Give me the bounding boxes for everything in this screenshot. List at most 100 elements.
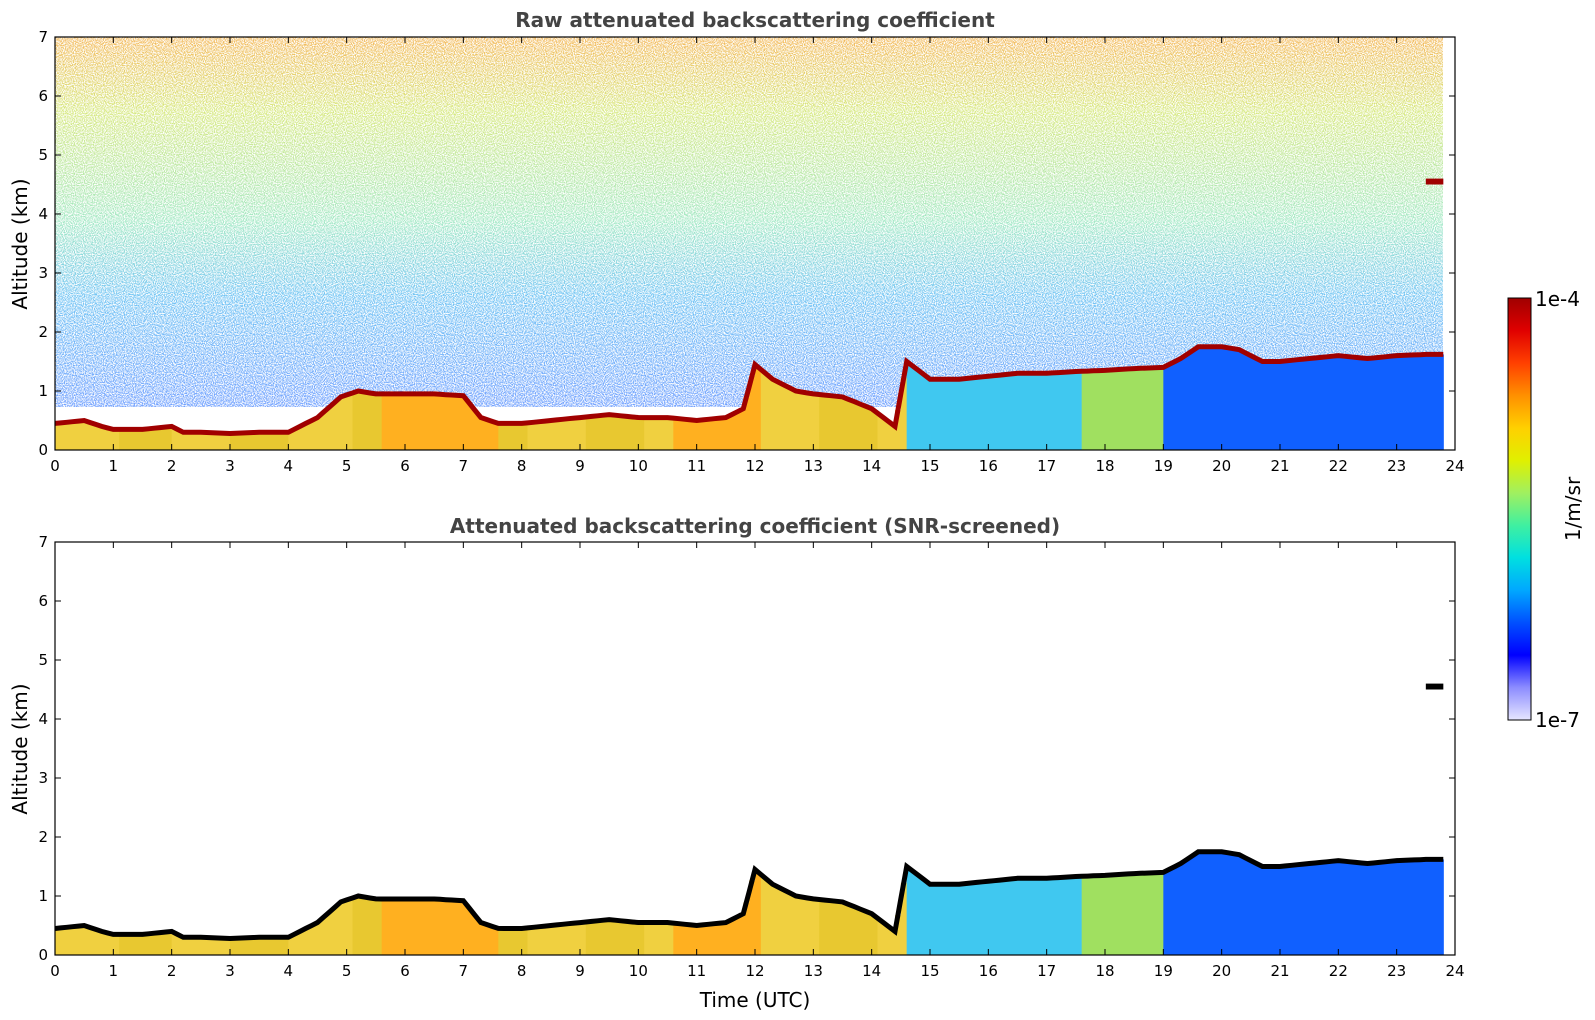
boundary-layer-column xyxy=(475,413,482,450)
x-tick-label: 11 xyxy=(687,962,706,980)
boundary-layer-column xyxy=(760,371,768,450)
x-tick-label: 22 xyxy=(1329,962,1348,980)
boundary-layer-column xyxy=(78,420,85,450)
boundary-layer-column xyxy=(160,932,167,955)
boundary-layer-column xyxy=(527,422,534,450)
boundary-layer-column xyxy=(1040,373,1048,450)
boundary-layer-column xyxy=(801,392,808,450)
boundary-layer-column xyxy=(1116,874,1123,955)
boundary-layer-column xyxy=(930,884,937,955)
boundary-layer-column xyxy=(1285,865,1293,955)
boundary-layer-column xyxy=(1227,853,1234,955)
boundary-layer-column xyxy=(253,432,260,450)
boundary-layer-column xyxy=(755,366,762,450)
raw-panel-title: Raw attenuated backscattering coefficien… xyxy=(515,8,995,32)
boundary-layer-column xyxy=(212,432,219,450)
boundary-layer-column xyxy=(189,937,196,955)
boundary-layer-column xyxy=(848,905,855,955)
boundary-layer-column xyxy=(609,414,616,450)
boundary-layer-column xyxy=(1163,365,1170,450)
boundary-layer-column xyxy=(1414,354,1421,450)
boundary-layer-column xyxy=(1431,354,1438,450)
boundary-layer-column xyxy=(597,415,604,450)
boundary-layer-column xyxy=(947,884,954,955)
boundary-layer-column xyxy=(550,420,558,450)
boundary-layer-column xyxy=(1023,373,1030,450)
x-tick-label: 15 xyxy=(920,457,939,475)
boundary-layer-column xyxy=(370,898,377,955)
boundary-layer-column xyxy=(539,421,546,450)
boundary-layer-column xyxy=(550,925,558,955)
boundary-layer-column xyxy=(130,934,138,955)
boundary-layer-column xyxy=(679,924,686,955)
boundary-layer-column xyxy=(644,417,651,450)
boundary-layer-column xyxy=(200,432,208,450)
boundary-layer-column xyxy=(982,376,989,450)
boundary-layer-column xyxy=(655,417,663,450)
boundary-layer-column xyxy=(900,377,908,450)
y-tick-label: 5 xyxy=(38,651,48,669)
boundary-layer-column xyxy=(393,898,400,955)
boundary-layer-column xyxy=(854,907,861,955)
boundary-layer-column xyxy=(148,933,155,955)
boundary-layer-column xyxy=(171,932,178,955)
y-tick-label: 4 xyxy=(38,710,48,728)
boundary-layer-column xyxy=(877,415,884,450)
x-tick-label: 18 xyxy=(1095,962,1114,980)
y-tick-label: 1 xyxy=(38,382,48,400)
boundary-layer-column xyxy=(1215,851,1223,955)
boundary-layer-column xyxy=(941,379,948,450)
boundary-layer-column xyxy=(66,421,73,450)
screened-backscatter-panel: Attenuated backscattering coefficient (S… xyxy=(8,514,1465,1012)
boundary-layer-column xyxy=(959,883,966,955)
boundary-layer-column xyxy=(1256,865,1263,955)
boundary-layer-column xyxy=(189,432,196,450)
boundary-layer-column xyxy=(895,410,902,450)
cloud-base-line xyxy=(55,849,1444,942)
boundary-layer-column xyxy=(329,404,336,450)
boundary-layer-column xyxy=(498,928,505,955)
y-tick-label: 5 xyxy=(38,146,48,164)
boundary-layer-column xyxy=(953,379,960,450)
boundary-layer-column xyxy=(259,432,266,450)
boundary-layer-column xyxy=(405,393,412,450)
boundary-layer-column xyxy=(177,430,184,450)
x-tick-label: 12 xyxy=(745,962,764,980)
boundary-layer-column xyxy=(976,377,983,450)
boundary-layer-column xyxy=(970,377,978,450)
boundary-layer-column xyxy=(778,888,785,955)
boundary-layer-column xyxy=(212,937,219,955)
boundary-layer-column xyxy=(84,926,91,955)
boundary-layer-column xyxy=(819,899,826,955)
boundary-layer-column xyxy=(900,882,908,955)
boundary-layer-column xyxy=(1227,348,1234,450)
boundary-layer-column xyxy=(364,392,371,450)
boundary-layer-column xyxy=(1105,875,1112,955)
boundary-layer-column xyxy=(1385,861,1392,955)
boundary-layer-column xyxy=(405,898,412,955)
boundary-layer-column xyxy=(1315,357,1322,450)
boundary-layer-column xyxy=(498,423,505,450)
boundary-layer-column xyxy=(1140,368,1147,450)
boundary-layer-column xyxy=(877,920,884,955)
y-tick-label: 7 xyxy=(38,28,48,46)
boundary-layer-column xyxy=(626,921,633,955)
x-tick-label: 4 xyxy=(284,962,294,980)
boundary-layer-column xyxy=(1373,862,1380,955)
boundary-layer-column xyxy=(311,924,318,955)
raw-heatmap xyxy=(55,37,1444,450)
boundary-layer-column xyxy=(1268,866,1275,955)
boundary-layer-column xyxy=(55,928,62,955)
boundary-layer-column xyxy=(218,938,225,955)
boundary-layer-column xyxy=(650,922,657,955)
boundary-layer-column xyxy=(1385,356,1392,450)
boundary-layer-column xyxy=(1075,876,1083,955)
boundary-layer-column xyxy=(1332,355,1339,450)
boundary-layer-column xyxy=(480,418,488,450)
boundary-layer-column xyxy=(1414,859,1421,955)
boundary-layer-column xyxy=(1379,862,1386,955)
boundary-layer-column xyxy=(1046,373,1053,450)
boundary-layer-column xyxy=(1140,873,1147,955)
y-tick-label: 0 xyxy=(38,946,48,964)
x-axis-label: Time (UTC) xyxy=(699,988,811,1012)
